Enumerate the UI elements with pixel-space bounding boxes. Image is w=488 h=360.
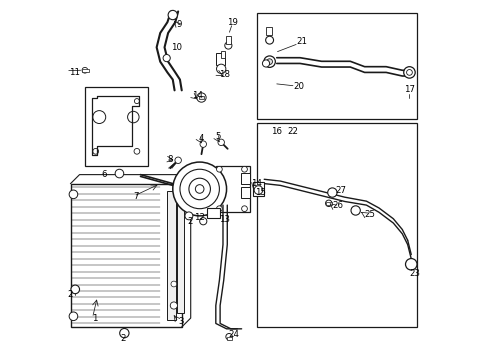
Text: 2: 2 <box>121 334 126 343</box>
Circle shape <box>199 218 206 225</box>
Text: 9: 9 <box>176 19 182 28</box>
Circle shape <box>120 328 129 338</box>
Circle shape <box>196 93 206 102</box>
Circle shape <box>224 42 231 49</box>
Circle shape <box>93 111 105 123</box>
Circle shape <box>195 185 203 193</box>
Circle shape <box>188 178 210 200</box>
Circle shape <box>216 206 222 212</box>
Circle shape <box>172 162 226 216</box>
Circle shape <box>168 10 177 20</box>
Text: 18: 18 <box>219 70 230 79</box>
Circle shape <box>241 166 247 172</box>
Circle shape <box>266 59 272 64</box>
Bar <box>226 337 231 340</box>
Text: 19: 19 <box>227 18 238 27</box>
Text: 2: 2 <box>187 217 192 226</box>
Bar <box>257 123 416 327</box>
Circle shape <box>262 60 269 67</box>
Text: 7: 7 <box>133 192 139 201</box>
Text: 16: 16 <box>271 127 282 136</box>
Bar <box>241 173 249 184</box>
Circle shape <box>200 141 206 147</box>
Bar <box>167 191 176 320</box>
Circle shape <box>265 36 273 44</box>
Text: 21: 21 <box>296 37 307 46</box>
Circle shape <box>82 67 88 73</box>
Text: 14: 14 <box>250 179 262 188</box>
Bar <box>177 198 183 313</box>
Circle shape <box>134 148 140 154</box>
Bar <box>257 13 416 119</box>
Circle shape <box>170 302 177 309</box>
Bar <box>221 51 225 58</box>
Bar <box>253 182 263 196</box>
Bar <box>215 53 224 65</box>
Circle shape <box>325 200 331 207</box>
Text: 5: 5 <box>215 132 221 141</box>
Circle shape <box>264 56 275 67</box>
Circle shape <box>350 206 360 215</box>
Text: 27: 27 <box>335 185 346 194</box>
Text: 8: 8 <box>167 155 173 164</box>
Text: 20: 20 <box>292 82 303 91</box>
Text: 10: 10 <box>171 43 182 52</box>
Text: 1: 1 <box>92 314 98 323</box>
Text: 26: 26 <box>332 201 343 210</box>
Text: 14: 14 <box>192 91 203 100</box>
Circle shape <box>115 169 123 178</box>
Bar <box>241 187 249 198</box>
Circle shape <box>218 139 224 145</box>
Circle shape <box>180 169 219 209</box>
Circle shape <box>216 166 222 172</box>
Circle shape <box>405 258 416 270</box>
Circle shape <box>134 99 139 104</box>
Circle shape <box>71 285 80 294</box>
Bar <box>265 27 272 35</box>
Circle shape <box>225 333 232 340</box>
Circle shape <box>69 190 78 199</box>
Circle shape <box>403 67 414 78</box>
Bar <box>85 87 147 166</box>
Circle shape <box>127 111 139 123</box>
Circle shape <box>327 188 336 197</box>
Bar <box>225 36 231 44</box>
Bar <box>82 69 89 72</box>
Text: 15: 15 <box>254 188 265 197</box>
Bar <box>198 96 204 99</box>
Text: 23: 23 <box>408 269 420 278</box>
Text: 13: 13 <box>219 215 230 224</box>
Bar <box>215 166 249 212</box>
Circle shape <box>69 312 78 320</box>
Circle shape <box>241 206 247 212</box>
Circle shape <box>184 212 192 220</box>
Text: 22: 22 <box>287 127 298 136</box>
Circle shape <box>163 54 170 62</box>
Circle shape <box>93 148 99 154</box>
Bar <box>206 208 220 218</box>
Circle shape <box>175 157 181 163</box>
Text: 2: 2 <box>67 290 72 299</box>
Text: 6: 6 <box>101 170 106 179</box>
Text: 24: 24 <box>228 330 239 339</box>
Text: 4: 4 <box>198 134 203 143</box>
Circle shape <box>171 281 176 287</box>
Text: 3: 3 <box>178 317 183 326</box>
Circle shape <box>254 186 262 194</box>
Bar <box>70 184 182 327</box>
Text: 11: 11 <box>69 68 80 77</box>
Text: 25: 25 <box>363 210 374 219</box>
Circle shape <box>406 69 411 75</box>
Circle shape <box>216 64 225 73</box>
Text: 12: 12 <box>194 213 205 222</box>
Text: 17: 17 <box>403 85 414 94</box>
Bar <box>325 202 331 205</box>
